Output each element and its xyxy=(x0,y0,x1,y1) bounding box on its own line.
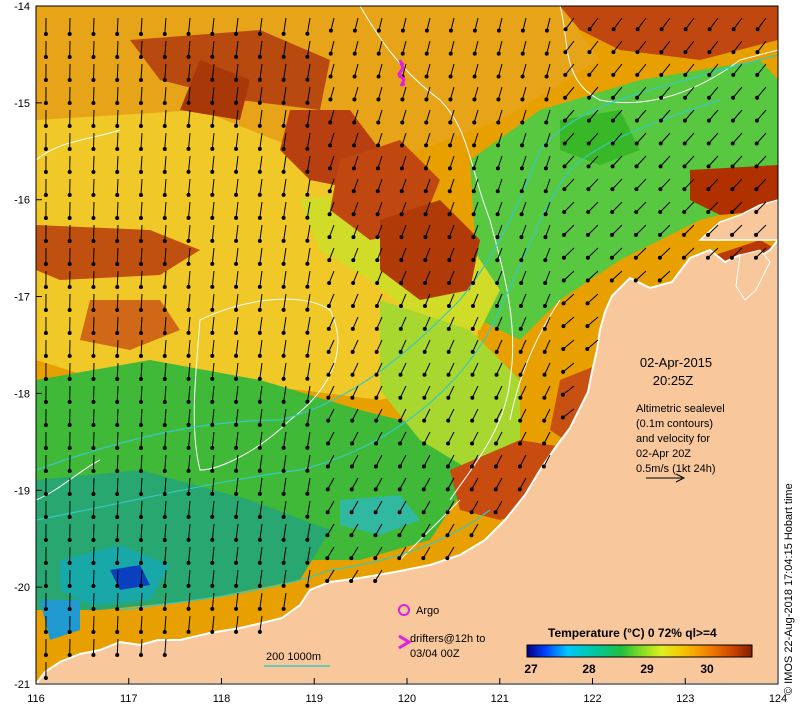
y-tick-label: -14 xyxy=(14,1,30,13)
credit-container: © IMOS 22-Aug-2018 17:04:15 Hobart time xyxy=(783,483,795,695)
x-tick-label: 124 xyxy=(769,693,787,705)
velocity-vectors xyxy=(43,17,767,680)
y-tick-label: -17 xyxy=(14,292,30,304)
credit-text: © IMOS 22-Aug-2018 17:04:15 Hobart time xyxy=(783,483,795,695)
x-tick-label: 121 xyxy=(491,693,509,705)
description-line: and velocity for xyxy=(636,433,710,445)
colorbar-tick-label: 30 xyxy=(700,662,714,676)
y-tick-label: -19 xyxy=(14,485,30,497)
date-label: 02-Apr-2015 xyxy=(640,355,712,370)
description-line: 0.5m/s (1kt 24h) xyxy=(636,463,715,475)
x-tick-label: 117 xyxy=(120,693,138,705)
land-mass xyxy=(36,238,778,684)
drifters-label: 03/04 00Z xyxy=(410,648,460,660)
drifters-label: drifters@12h to xyxy=(410,633,485,645)
colorbar-tick-label: 28 xyxy=(582,662,596,676)
x-tick-label: 119 xyxy=(305,693,323,705)
argo-label: Argo xyxy=(416,605,439,617)
x-tick-label: 116 xyxy=(27,693,45,705)
description-block: Altimetric sealevel (0.1m contours) and … xyxy=(636,403,725,475)
description-line: Altimetric sealevel xyxy=(636,403,725,415)
y-tick-label: -21 xyxy=(14,679,30,691)
x-tick-label: 120 xyxy=(398,693,416,705)
time-label: 20:25Z xyxy=(653,373,694,388)
y-tick-label: -16 xyxy=(14,195,30,207)
y-tick-label: -18 xyxy=(14,388,30,400)
colorbar-title: Temperature (°C) 0 72% ql>=4 xyxy=(548,626,717,640)
x-tick-label: 118 xyxy=(213,693,231,705)
y-tick-label: -20 xyxy=(14,582,30,594)
drifter-track xyxy=(397,59,406,87)
description-line: (0.1m contours) xyxy=(636,418,713,430)
colorbar xyxy=(526,644,753,658)
x-tick-label: 122 xyxy=(583,693,601,705)
argo-icon xyxy=(398,604,410,616)
scale-arrow xyxy=(646,473,686,483)
colorbar-tick-label: 27 xyxy=(524,662,538,676)
drifter-icon xyxy=(398,634,412,650)
colorbar-tick-label: 29 xyxy=(640,662,654,676)
x-tick-label: 123 xyxy=(676,693,694,705)
sst-field xyxy=(36,6,778,684)
bathymetry-label: 200 1000m xyxy=(266,651,321,663)
y-tick-label: -15 xyxy=(14,98,30,110)
description-line: 02-Apr 20Z xyxy=(636,448,691,460)
